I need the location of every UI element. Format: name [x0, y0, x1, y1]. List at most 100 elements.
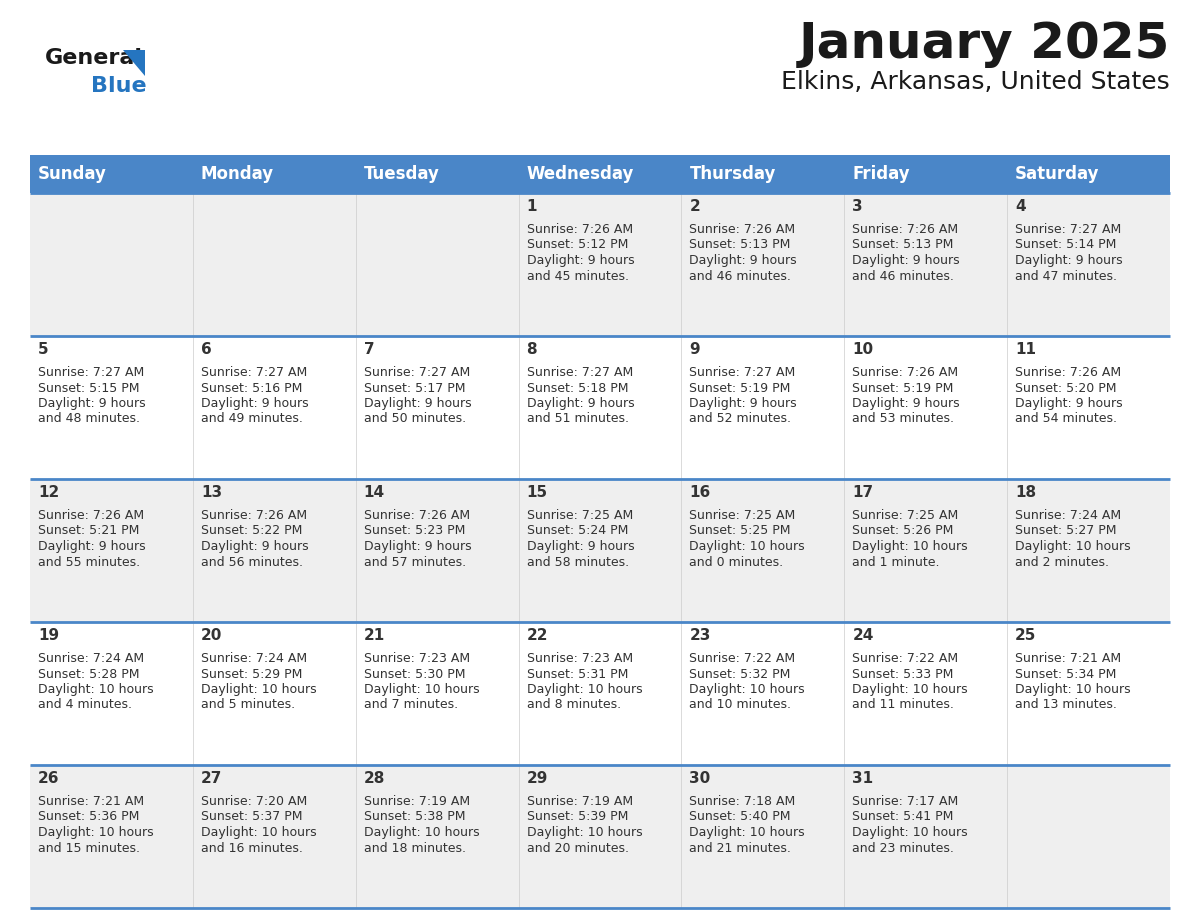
Bar	[682, 479, 845, 622]
Text: Sunset: 5:22 PM: Sunset: 5:22 PM	[201, 524, 302, 538]
Text: Sunset: 5:13 PM: Sunset: 5:13 PM	[852, 239, 954, 252]
Text: Sunset: 5:19 PM: Sunset: 5:19 PM	[852, 382, 954, 395]
Text: Sunset: 5:41 PM: Sunset: 5:41 PM	[852, 811, 954, 823]
Text: Sunset: 5:39 PM: Sunset: 5:39 PM	[526, 811, 628, 823]
Text: and 11 minutes.: and 11 minutes.	[852, 699, 954, 711]
Bar	[1007, 155, 1170, 193]
Text: and 57 minutes.: and 57 minutes.	[364, 555, 466, 568]
Text: Sunrise: 7:23 AM: Sunrise: 7:23 AM	[526, 652, 633, 665]
Bar	[355, 155, 519, 193]
Text: and 48 minutes.: and 48 minutes.	[38, 412, 140, 426]
Text: Daylight: 9 hours: Daylight: 9 hours	[852, 397, 960, 410]
Text: and 7 minutes.: and 7 minutes.	[364, 699, 457, 711]
Bar	[192, 622, 355, 765]
Text: Sunset: 5:17 PM: Sunset: 5:17 PM	[364, 382, 466, 395]
Text: Sunset: 5:24 PM: Sunset: 5:24 PM	[526, 524, 628, 538]
Text: Sunrise: 7:24 AM: Sunrise: 7:24 AM	[1015, 509, 1121, 522]
Text: Sunset: 5:12 PM: Sunset: 5:12 PM	[526, 239, 628, 252]
Text: Daylight: 9 hours: Daylight: 9 hours	[526, 540, 634, 553]
Text: Sunrise: 7:26 AM: Sunrise: 7:26 AM	[689, 223, 796, 236]
Bar	[1007, 765, 1170, 908]
Text: and 2 minutes.: and 2 minutes.	[1015, 555, 1110, 568]
Bar	[519, 155, 682, 193]
Text: Sunrise: 7:19 AM: Sunrise: 7:19 AM	[364, 795, 469, 808]
Text: Daylight: 10 hours: Daylight: 10 hours	[364, 826, 479, 839]
Text: General: General	[45, 48, 143, 68]
Text: 13: 13	[201, 485, 222, 500]
Text: and 20 minutes.: and 20 minutes.	[526, 842, 628, 855]
Text: Daylight: 9 hours: Daylight: 9 hours	[364, 397, 472, 410]
Text: January 2025: January 2025	[798, 20, 1170, 68]
Text: and 50 minutes.: and 50 minutes.	[364, 412, 466, 426]
Text: Thursday: Thursday	[689, 165, 776, 183]
Text: Daylight: 9 hours: Daylight: 9 hours	[201, 540, 309, 553]
Text: and 23 minutes.: and 23 minutes.	[852, 842, 954, 855]
Text: Sunset: 5:30 PM: Sunset: 5:30 PM	[364, 667, 466, 680]
Text: 31: 31	[852, 771, 873, 786]
Text: 29: 29	[526, 771, 548, 786]
Text: Sunrise: 7:23 AM: Sunrise: 7:23 AM	[364, 652, 469, 665]
Text: Sunrise: 7:27 AM: Sunrise: 7:27 AM	[689, 366, 796, 379]
Bar	[355, 765, 519, 908]
Text: Sunset: 5:20 PM: Sunset: 5:20 PM	[1015, 382, 1117, 395]
Text: and 4 minutes.: and 4 minutes.	[38, 699, 132, 711]
Text: Daylight: 9 hours: Daylight: 9 hours	[1015, 397, 1123, 410]
Text: 10: 10	[852, 342, 873, 357]
Bar	[192, 155, 355, 193]
Text: Sunset: 5:34 PM: Sunset: 5:34 PM	[1015, 667, 1117, 680]
Text: and 8 minutes.: and 8 minutes.	[526, 699, 620, 711]
Bar	[519, 193, 682, 336]
Text: Sunset: 5:23 PM: Sunset: 5:23 PM	[364, 524, 465, 538]
Text: Sunset: 5:25 PM: Sunset: 5:25 PM	[689, 524, 791, 538]
Text: 1: 1	[526, 199, 537, 214]
Text: Sunset: 5:19 PM: Sunset: 5:19 PM	[689, 382, 791, 395]
Text: Sunset: 5:18 PM: Sunset: 5:18 PM	[526, 382, 628, 395]
Bar	[682, 336, 845, 479]
Text: Daylight: 9 hours: Daylight: 9 hours	[689, 397, 797, 410]
Text: Sunset: 5:16 PM: Sunset: 5:16 PM	[201, 382, 302, 395]
Bar	[30, 193, 192, 336]
Text: 15: 15	[526, 485, 548, 500]
Text: Sunrise: 7:21 AM: Sunrise: 7:21 AM	[1015, 652, 1121, 665]
Bar	[192, 765, 355, 908]
Bar	[682, 193, 845, 336]
Text: Daylight: 10 hours: Daylight: 10 hours	[201, 826, 316, 839]
Text: 24: 24	[852, 628, 873, 643]
Text: Sunrise: 7:25 AM: Sunrise: 7:25 AM	[852, 509, 959, 522]
Text: Sunrise: 7:25 AM: Sunrise: 7:25 AM	[689, 509, 796, 522]
Text: 5: 5	[38, 342, 49, 357]
Text: and 51 minutes.: and 51 minutes.	[526, 412, 628, 426]
Bar	[192, 479, 355, 622]
Text: Daylight: 9 hours: Daylight: 9 hours	[526, 397, 634, 410]
Text: 22: 22	[526, 628, 548, 643]
Text: Daylight: 10 hours: Daylight: 10 hours	[201, 683, 316, 696]
Text: 8: 8	[526, 342, 537, 357]
Text: Sunrise: 7:19 AM: Sunrise: 7:19 AM	[526, 795, 633, 808]
Bar	[355, 336, 519, 479]
Text: Daylight: 10 hours: Daylight: 10 hours	[689, 540, 805, 553]
Bar	[845, 622, 1007, 765]
Text: Sunset: 5:21 PM: Sunset: 5:21 PM	[38, 524, 139, 538]
Text: Sunrise: 7:27 AM: Sunrise: 7:27 AM	[38, 366, 144, 379]
Bar	[845, 155, 1007, 193]
Text: Daylight: 9 hours: Daylight: 9 hours	[38, 397, 146, 410]
Text: Sunset: 5:37 PM: Sunset: 5:37 PM	[201, 811, 303, 823]
Text: Daylight: 9 hours: Daylight: 9 hours	[38, 540, 146, 553]
Text: Daylight: 10 hours: Daylight: 10 hours	[852, 540, 968, 553]
Text: Sunrise: 7:26 AM: Sunrise: 7:26 AM	[1015, 366, 1121, 379]
Text: Sunrise: 7:18 AM: Sunrise: 7:18 AM	[689, 795, 796, 808]
Bar	[682, 622, 845, 765]
Text: 14: 14	[364, 485, 385, 500]
Text: Sunset: 5:40 PM: Sunset: 5:40 PM	[689, 811, 791, 823]
Text: Daylight: 10 hours: Daylight: 10 hours	[526, 683, 643, 696]
Text: Daylight: 9 hours: Daylight: 9 hours	[526, 254, 634, 267]
Text: Wednesday: Wednesday	[526, 165, 634, 183]
Bar	[1007, 193, 1170, 336]
Text: Sunrise: 7:25 AM: Sunrise: 7:25 AM	[526, 509, 633, 522]
Text: 3: 3	[852, 199, 862, 214]
Text: and 13 minutes.: and 13 minutes.	[1015, 699, 1117, 711]
Text: Daylight: 9 hours: Daylight: 9 hours	[689, 254, 797, 267]
Text: and 10 minutes.: and 10 minutes.	[689, 699, 791, 711]
Text: Sunrise: 7:26 AM: Sunrise: 7:26 AM	[526, 223, 633, 236]
Text: Sunrise: 7:22 AM: Sunrise: 7:22 AM	[689, 652, 796, 665]
